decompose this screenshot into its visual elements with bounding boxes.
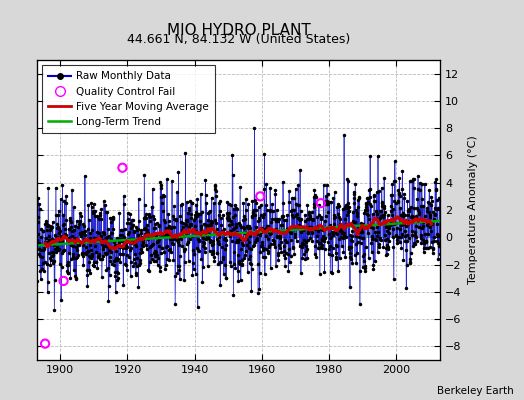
Point [59, 278, 68, 284]
Legend: Raw Monthly Data, Quality Control Fail, Five Year Moving Average, Long-Term Tren: Raw Monthly Data, Quality Control Fail, … [42, 65, 215, 133]
Point [118, 164, 127, 171]
Text: Berkeley Earth: Berkeley Earth [437, 386, 514, 396]
Text: 44.661 N, 84.132 W (United States): 44.661 N, 84.132 W (United States) [127, 33, 350, 46]
Point [41, 340, 49, 347]
Y-axis label: Temperature Anomaly (°C): Temperature Anomaly (°C) [468, 136, 478, 284]
Point [256, 193, 265, 200]
Title: MIO HYDRO PLANT: MIO HYDRO PLANT [167, 23, 310, 38]
Point [316, 200, 325, 206]
